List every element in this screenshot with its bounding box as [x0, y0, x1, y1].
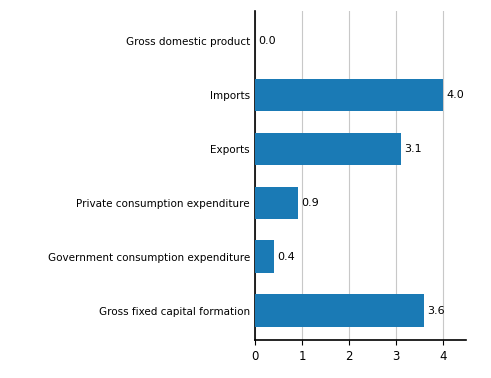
Text: 3.1: 3.1	[404, 144, 422, 154]
Text: 4.0: 4.0	[446, 90, 464, 100]
Text: 0.9: 0.9	[301, 198, 319, 208]
Text: 0.0: 0.0	[259, 36, 276, 46]
Text: 3.6: 3.6	[428, 305, 445, 316]
Bar	[255, 240, 274, 273]
Bar	[255, 79, 443, 111]
Text: 0.4: 0.4	[277, 252, 295, 262]
Bar	[255, 133, 401, 165]
Bar	[255, 187, 298, 219]
Bar	[255, 294, 424, 327]
